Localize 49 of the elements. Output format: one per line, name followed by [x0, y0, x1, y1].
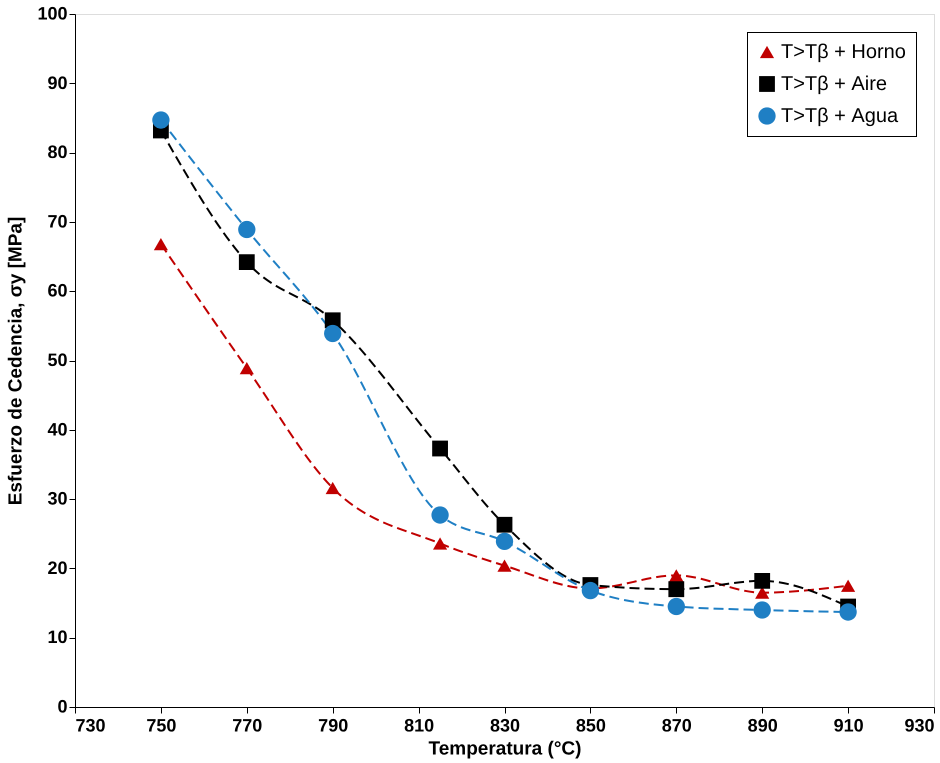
- x-axis-title: Temperatura (°C): [428, 738, 582, 760]
- point: [238, 220, 256, 238]
- y-tick-label: 100: [37, 4, 68, 24]
- legend-label: T>Tβ + Agua: [781, 105, 899, 127]
- x-tick-label: 910: [834, 716, 864, 736]
- point: [754, 601, 771, 619]
- point: [240, 362, 254, 374]
- y-tick-label: 40: [47, 419, 68, 440]
- point: [668, 598, 685, 616]
- x-tick-label: 730: [76, 716, 106, 736]
- x-tick-label: 750: [146, 716, 176, 736]
- y-tick-label: 90: [47, 72, 68, 93]
- point: [496, 532, 514, 550]
- y-tick-label: 10: [47, 627, 68, 648]
- point: [839, 603, 857, 621]
- y-tick-label: 80: [47, 142, 68, 162]
- y-tick-label: 20: [47, 558, 68, 578]
- point: [154, 238, 168, 250]
- x-tick-label: 930: [904, 716, 934, 736]
- y-tick-label: 60: [47, 280, 68, 301]
- y-tick-label: 70: [47, 211, 68, 232]
- x-tick-label: 810: [404, 716, 434, 736]
- x-tick-label: 790: [318, 716, 348, 736]
- y-tick-label: 50: [47, 350, 68, 370]
- point: [669, 569, 684, 582]
- y-tick-label: 0: [57, 696, 68, 716]
- x-tick-label: 850: [576, 716, 606, 736]
- point: [431, 506, 449, 524]
- legend-label: T>Tβ + Aire: [781, 73, 887, 95]
- legend-label: T>Tβ + Horno: [781, 41, 906, 63]
- x-tick-label: 890: [748, 716, 778, 736]
- point: [433, 537, 448, 550]
- point: [668, 581, 684, 598]
- point: [326, 482, 340, 494]
- point: [582, 582, 600, 600]
- point: [497, 560, 512, 572]
- point: [238, 254, 255, 270]
- point: [755, 586, 770, 599]
- point: [324, 324, 342, 342]
- point: [152, 111, 170, 129]
- x-tick-label: 770: [232, 716, 262, 736]
- point: [754, 572, 770, 589]
- y-tick-label: 30: [47, 488, 68, 509]
- point: [841, 580, 856, 592]
- x-tick-label: 830: [490, 716, 520, 736]
- x-tick-label: 870: [662, 716, 692, 736]
- y-axis-title: Esfuerzo de Cedencia, σy [MPa]: [5, 216, 26, 506]
- point: [432, 440, 448, 456]
- point: [496, 516, 512, 533]
